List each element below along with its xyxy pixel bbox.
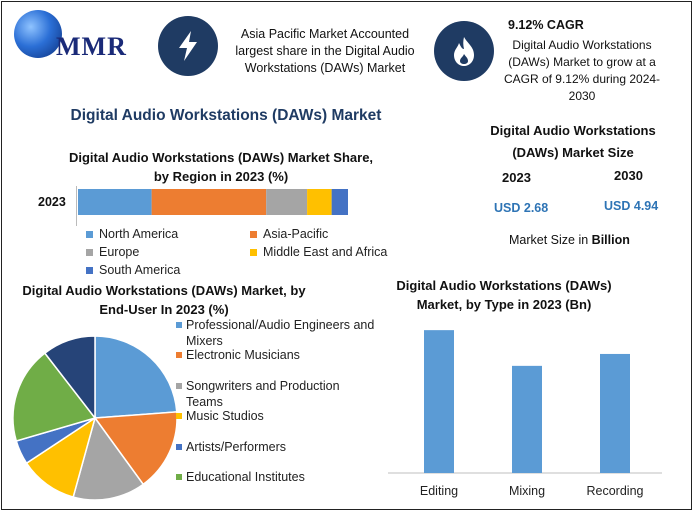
market-size-year-2023: 2023 [502,170,531,185]
region-bar-segment-north-america [78,189,152,215]
globe-logo-icon [14,10,62,58]
region-stacked-bar [78,189,348,215]
market-size-value-2023: USD 2.68 [494,201,549,215]
market-size-unit: Market Size in Billion [509,233,630,247]
market-size-unit-prefix: Market Size in [509,233,592,247]
legend-swatch [250,230,257,238]
type-bar-recording [600,353,630,473]
region-bar-category-label: 2023 [38,195,66,209]
legend-swatch [86,230,93,238]
legend-label: Middle East and Africa [263,245,388,259]
legend-label: Artists/Performers [186,440,287,454]
logo-text: MMR [56,32,127,61]
legend-middle-east-africa: Middle East and Africa [250,245,387,259]
legend-label: Songwriters and Production Teams [186,379,340,409]
pie-slice-songwriters-and-production-teams [72,416,145,501]
legend-label: Asia-Pacific [263,227,329,241]
legend-swatch [176,322,182,328]
pie-slice-other [43,335,96,421]
main-title: Digital Audio Workstations (DAWs) Market [70,107,382,124]
legend-swatch [250,248,257,256]
legend-label: Educational Institutes [186,470,305,484]
type-chart-title: Digital Audio Workstations (DAWs) Market… [396,278,612,312]
legend-swatch [176,474,182,480]
legend-label: South America [99,263,181,277]
legend-north-america: North America [86,227,178,241]
legend-swatch [176,444,182,450]
region-bar-segment-south-america [331,189,348,215]
end-user-pie-svg [12,335,178,501]
market-size-unit-bold: Billion [591,233,630,247]
legend-asia-pacific: Asia-Pacific [250,227,328,241]
pie-slice-professional-audio-engineers-and-mixers [94,335,178,419]
region-axis-line [76,186,77,226]
legend-swatch [176,352,182,358]
region-chart-title: Digital Audio Workstations (DAWs) Market… [68,150,374,184]
type-bar-editing [424,330,454,473]
legend-label: Europe [99,245,140,259]
market-size-year-2030: 2030 [614,168,643,183]
type-tick-label-editing: Editing [420,484,458,498]
legend-label: North America [99,227,179,241]
fact-asia-pacific: Asia Pacific Market Accounted largest sh… [235,27,415,75]
flame-icon [434,21,494,81]
legend-label: Professional/Audio Engineers and Mixers [186,318,375,348]
market-size-value-2030: USD 4.94 [604,199,659,213]
legend-swatch [176,413,182,419]
type-tick-label-recording: Recording [587,484,644,498]
legend-europe: Europe [86,245,139,259]
end-user-chart-title: Digital Audio Workstations (DAWs) Market… [22,283,306,317]
legend-swatch [86,266,93,274]
market-size-title: Digital Audio Workstations (DAWs) Market… [490,123,656,160]
region-bar-svg [78,189,348,215]
region-bar-segment-europe [266,189,308,215]
lightning-icon [158,16,218,76]
type-bar-mixing [512,365,542,473]
legend-swatch [86,248,93,256]
cagr-title: 9.12% CAGR [508,18,584,32]
legend-label: Electronic Musicians [186,348,300,362]
pie-slice-educational-institutes [12,352,97,442]
region-bar-segment-asia-pacific [151,189,267,215]
legend-swatch [176,383,182,389]
type-bar-svg: Editing Mixing Recording [388,330,662,498]
legend-label: Music Studios [186,409,264,423]
legend-south-america: South America [86,263,180,277]
type-tick-label-mixing: Mixing [509,484,545,498]
fact-cagr: Digital Audio Workstations (DAWs) Market… [503,38,661,103]
region-bar-segment-middle-east-and-africa [307,189,332,215]
